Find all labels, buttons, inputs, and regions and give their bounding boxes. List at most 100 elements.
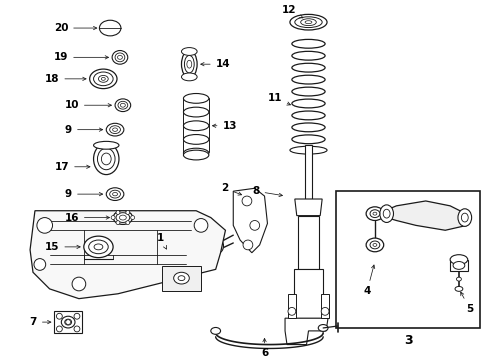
Circle shape <box>242 196 251 206</box>
Ellipse shape <box>64 319 71 325</box>
Text: 4: 4 <box>363 265 374 296</box>
Text: 19: 19 <box>54 52 108 62</box>
Ellipse shape <box>115 99 130 112</box>
Ellipse shape <box>183 150 208 160</box>
Ellipse shape <box>181 48 197 55</box>
Text: 1: 1 <box>157 233 166 249</box>
Ellipse shape <box>93 72 113 86</box>
Ellipse shape <box>178 276 184 280</box>
Ellipse shape <box>183 107 208 117</box>
Ellipse shape <box>366 238 383 252</box>
Ellipse shape <box>305 21 311 24</box>
Ellipse shape <box>213 239 223 253</box>
Ellipse shape <box>118 101 127 109</box>
Ellipse shape <box>457 209 470 226</box>
Polygon shape <box>294 199 322 216</box>
Polygon shape <box>285 318 327 345</box>
Ellipse shape <box>183 148 208 158</box>
Circle shape <box>172 270 190 288</box>
Bar <box>293 269 323 318</box>
Text: 2: 2 <box>221 183 241 195</box>
Polygon shape <box>233 188 267 253</box>
Ellipse shape <box>109 126 120 134</box>
Ellipse shape <box>291 39 325 48</box>
Ellipse shape <box>289 14 326 30</box>
Text: 8: 8 <box>252 186 282 197</box>
Ellipse shape <box>112 192 117 196</box>
Text: 14: 14 <box>201 59 230 69</box>
Bar <box>304 145 312 199</box>
Circle shape <box>116 221 120 225</box>
Ellipse shape <box>289 146 326 154</box>
Circle shape <box>116 211 120 215</box>
Bar <box>449 260 467 271</box>
Text: 9: 9 <box>65 189 102 199</box>
Ellipse shape <box>291 87 325 96</box>
Text: 13: 13 <box>212 121 237 131</box>
Text: 20: 20 <box>54 23 97 33</box>
Text: 5: 5 <box>460 292 472 314</box>
Ellipse shape <box>101 153 111 165</box>
Ellipse shape <box>210 328 220 334</box>
Ellipse shape <box>183 135 208 144</box>
Ellipse shape <box>291 99 325 108</box>
Ellipse shape <box>291 75 325 84</box>
Circle shape <box>72 277 85 291</box>
Circle shape <box>243 240 252 250</box>
Ellipse shape <box>291 111 325 120</box>
Polygon shape <box>384 201 468 230</box>
Text: 7: 7 <box>29 317 51 327</box>
Ellipse shape <box>183 121 208 131</box>
Text: 3: 3 <box>403 334 411 347</box>
Ellipse shape <box>186 60 191 68</box>
Ellipse shape <box>173 272 189 284</box>
Polygon shape <box>30 211 225 299</box>
Text: 17: 17 <box>54 162 90 172</box>
Ellipse shape <box>181 50 197 78</box>
Ellipse shape <box>106 123 123 136</box>
Circle shape <box>56 313 62 319</box>
Circle shape <box>249 221 259 230</box>
Text: 9: 9 <box>65 125 102 135</box>
Ellipse shape <box>119 215 126 220</box>
Ellipse shape <box>449 255 467 265</box>
Text: 18: 18 <box>45 74 86 84</box>
Ellipse shape <box>113 211 132 224</box>
Ellipse shape <box>181 73 197 81</box>
Circle shape <box>130 216 134 220</box>
Circle shape <box>56 326 62 332</box>
Ellipse shape <box>369 210 379 217</box>
Bar <box>162 266 201 291</box>
Ellipse shape <box>372 243 376 246</box>
Ellipse shape <box>379 205 393 222</box>
Ellipse shape <box>366 207 383 221</box>
Ellipse shape <box>112 50 127 64</box>
Text: 10: 10 <box>64 100 111 110</box>
Circle shape <box>34 258 45 270</box>
Circle shape <box>65 320 70 325</box>
Ellipse shape <box>372 212 376 215</box>
Bar <box>287 294 295 318</box>
Bar <box>297 216 319 269</box>
Ellipse shape <box>461 213 467 222</box>
Bar <box>321 294 328 318</box>
Ellipse shape <box>83 236 113 258</box>
Circle shape <box>74 326 80 332</box>
Circle shape <box>125 211 129 215</box>
Ellipse shape <box>294 17 322 28</box>
Ellipse shape <box>120 103 125 107</box>
Ellipse shape <box>454 287 462 291</box>
Text: 11: 11 <box>267 93 290 105</box>
Ellipse shape <box>93 141 119 149</box>
Ellipse shape <box>456 277 461 281</box>
Ellipse shape <box>115 53 124 62</box>
Text: 16: 16 <box>64 212 109 222</box>
Ellipse shape <box>383 209 389 218</box>
Ellipse shape <box>93 143 119 175</box>
Ellipse shape <box>89 69 117 89</box>
Ellipse shape <box>291 63 325 72</box>
Circle shape <box>111 216 115 220</box>
Ellipse shape <box>117 55 122 59</box>
Ellipse shape <box>88 240 108 254</box>
Ellipse shape <box>291 135 325 144</box>
